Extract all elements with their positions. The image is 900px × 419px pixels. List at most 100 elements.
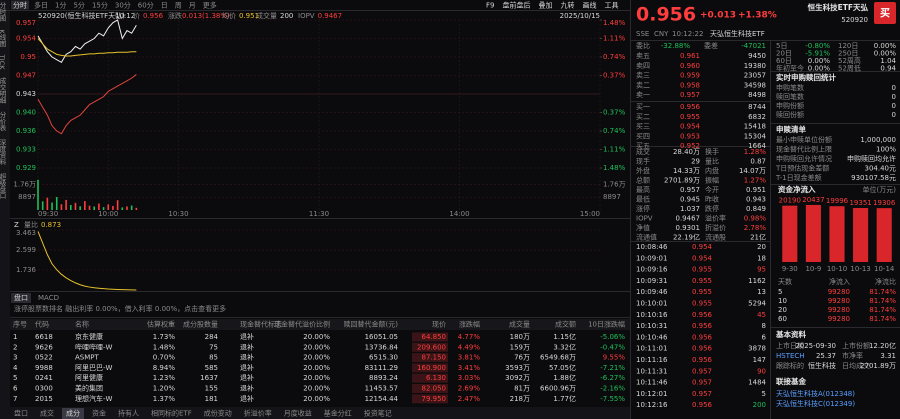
bottom-tab[interactable]: 成交 xyxy=(40,409,54,418)
y2-tick-label: 1.48% xyxy=(603,19,626,27)
tick-volume: 1484 xyxy=(748,379,766,387)
tool-button[interactable]: 画线 xyxy=(582,1,596,10)
table-cell: 20.00% xyxy=(303,385,330,393)
tick-volume: 3878 xyxy=(748,345,766,353)
period-tab[interactable]: 1分 xyxy=(55,1,66,10)
period-label: 52周低 xyxy=(838,64,861,73)
period-tab[interactable]: 周 xyxy=(175,2,182,10)
change: 0.013(1.38%) xyxy=(182,12,230,20)
price-cell xyxy=(412,373,448,383)
bottom-tab[interactable]: 持有人 xyxy=(118,409,139,418)
legend-value: 0.9467 xyxy=(318,12,343,20)
bottom-tab[interactable]: 月度收益 xyxy=(284,409,312,418)
notice: 涨停股票数排名 融出利率 0.00%，借入利率 0.00%，点击查看更多 xyxy=(14,304,226,313)
price-cell xyxy=(412,363,448,373)
stat-label: 跌停 xyxy=(705,204,719,213)
period-tab[interactable]: 30分 xyxy=(115,1,131,10)
bottom-tab[interactable]: 基金分红 xyxy=(324,409,352,418)
tick-price: 0.955 xyxy=(692,266,712,274)
stat-value: 21亿 xyxy=(750,233,766,242)
table-cell: 160.900 xyxy=(417,364,446,372)
y-tick-label: 1.76万 xyxy=(13,181,36,189)
bottom-tab[interactable]: 成份变动 xyxy=(204,409,232,418)
bottom-tab[interactable]: 相同标的ETF xyxy=(151,409,192,418)
date: 2025/10/15 xyxy=(560,12,600,20)
period-tab[interactable]: 更多 xyxy=(203,1,217,10)
tool-button[interactable]: 叠加 xyxy=(538,1,552,10)
book-volume: 15304 xyxy=(744,132,767,140)
side-tab[interactable]: 分时图 xyxy=(0,1,6,23)
period-tab[interactable]: 分时 xyxy=(13,1,27,10)
y2-tick-label: 0.37% xyxy=(603,109,626,117)
flow-cell: 99280 xyxy=(828,315,850,323)
profile-value: 恒生科技 xyxy=(808,361,836,370)
y-tick-label: 0.957 xyxy=(16,19,36,27)
buy-label[interactable]: 买 xyxy=(880,8,890,20)
side-tab[interactable]: 分价表 xyxy=(0,110,6,132)
table-cell: 4 xyxy=(13,364,18,372)
tick-price: 0.957 xyxy=(692,390,712,398)
period-tab[interactable]: 15分 xyxy=(92,1,108,10)
period-tab[interactable]: 月 xyxy=(189,2,196,10)
side-toolbar xyxy=(0,0,10,419)
tick-volume: 95 xyxy=(757,266,766,274)
period-tab[interactable]: 多日 xyxy=(34,1,48,10)
period-tab[interactable]: 60分 xyxy=(138,1,154,10)
bottom-tab[interactable]: 盘口 xyxy=(14,409,28,418)
side-tab[interactable]: 深度资料 xyxy=(0,138,6,167)
sub-value: 0 xyxy=(892,84,896,92)
x-tick-label: 14:00 xyxy=(449,210,469,218)
tick-time: 10:12:01 xyxy=(636,390,667,398)
tool-button[interactable]: 九转 xyxy=(560,1,574,10)
side-tab[interactable]: 超级盘口 xyxy=(0,172,6,200)
side-tab[interactable]: TICK xyxy=(0,54,6,70)
period-tab[interactable]: 日 xyxy=(161,2,168,10)
table-header: 赎回替代金额(元) xyxy=(344,320,399,329)
bottom-tab[interactable]: 折溢价率 xyxy=(244,409,272,418)
tick-volume: 18 xyxy=(757,254,766,262)
bar-value-label: 19306 xyxy=(873,199,896,207)
table-cell: 7 xyxy=(13,395,17,403)
x-tick-label: 10:30 xyxy=(168,210,188,218)
stat-label: 今开 xyxy=(705,185,719,194)
table-cell: ASMPT xyxy=(75,354,99,362)
tick-price: 0.955 xyxy=(692,288,712,296)
side-tab[interactable]: 成交明细 xyxy=(0,76,6,105)
tool-button[interactable]: F9 xyxy=(486,2,494,10)
legend-value: 0.873 xyxy=(41,221,61,229)
table-cell: 2.69% xyxy=(458,385,481,393)
sub-label: 申购笔数 xyxy=(776,83,804,92)
bottom-tab[interactable]: 投资笔记 xyxy=(364,409,392,418)
period-tab[interactable]: 5分 xyxy=(73,1,84,10)
y-tick-label: 8897 xyxy=(18,193,36,201)
linked-fund[interactable]: 天弘恒生科技A(012348) xyxy=(776,389,855,398)
book-volume: 8498 xyxy=(748,91,766,99)
bottom-tab[interactable]: 成分 xyxy=(66,409,80,418)
period-value: 0.00% xyxy=(874,42,897,50)
y2-tick-label: 0.74% xyxy=(603,53,626,61)
volume: 200 xyxy=(280,12,293,20)
tool-button[interactable]: 工具 xyxy=(604,2,618,10)
side-tab[interactable]: K线图 xyxy=(0,30,6,48)
tick-time: 10:11:16 xyxy=(636,356,668,364)
stat-value: 1.27% xyxy=(744,177,767,185)
table-cell: 57.05亿 xyxy=(549,363,576,372)
table-cell: -6.27% xyxy=(600,374,625,382)
panel-tab[interactable]: MACD xyxy=(38,294,59,302)
table-cell: -5.06% xyxy=(600,333,625,341)
tool-button[interactable]: 盘前盘后 xyxy=(502,1,530,10)
book-volume: 23057 xyxy=(744,72,766,80)
bar xyxy=(805,204,821,262)
tick-time: 10:10:31 xyxy=(636,322,667,330)
stat-value: 28.40万 xyxy=(673,148,700,156)
buy-button[interactable] xyxy=(874,2,896,24)
panel-tab[interactable]: 盘口 xyxy=(14,293,28,302)
table-cell: 159万 xyxy=(510,343,530,351)
book-level: 卖三 xyxy=(636,72,650,80)
linked-fund[interactable]: 天弘恒生科技C(012349) xyxy=(776,399,855,408)
book-level: 卖四 xyxy=(636,62,650,70)
volume-bar xyxy=(51,202,53,210)
bottom-tab[interactable]: 资金 xyxy=(92,409,106,418)
list-label: T-1日现金差额 xyxy=(775,173,822,182)
